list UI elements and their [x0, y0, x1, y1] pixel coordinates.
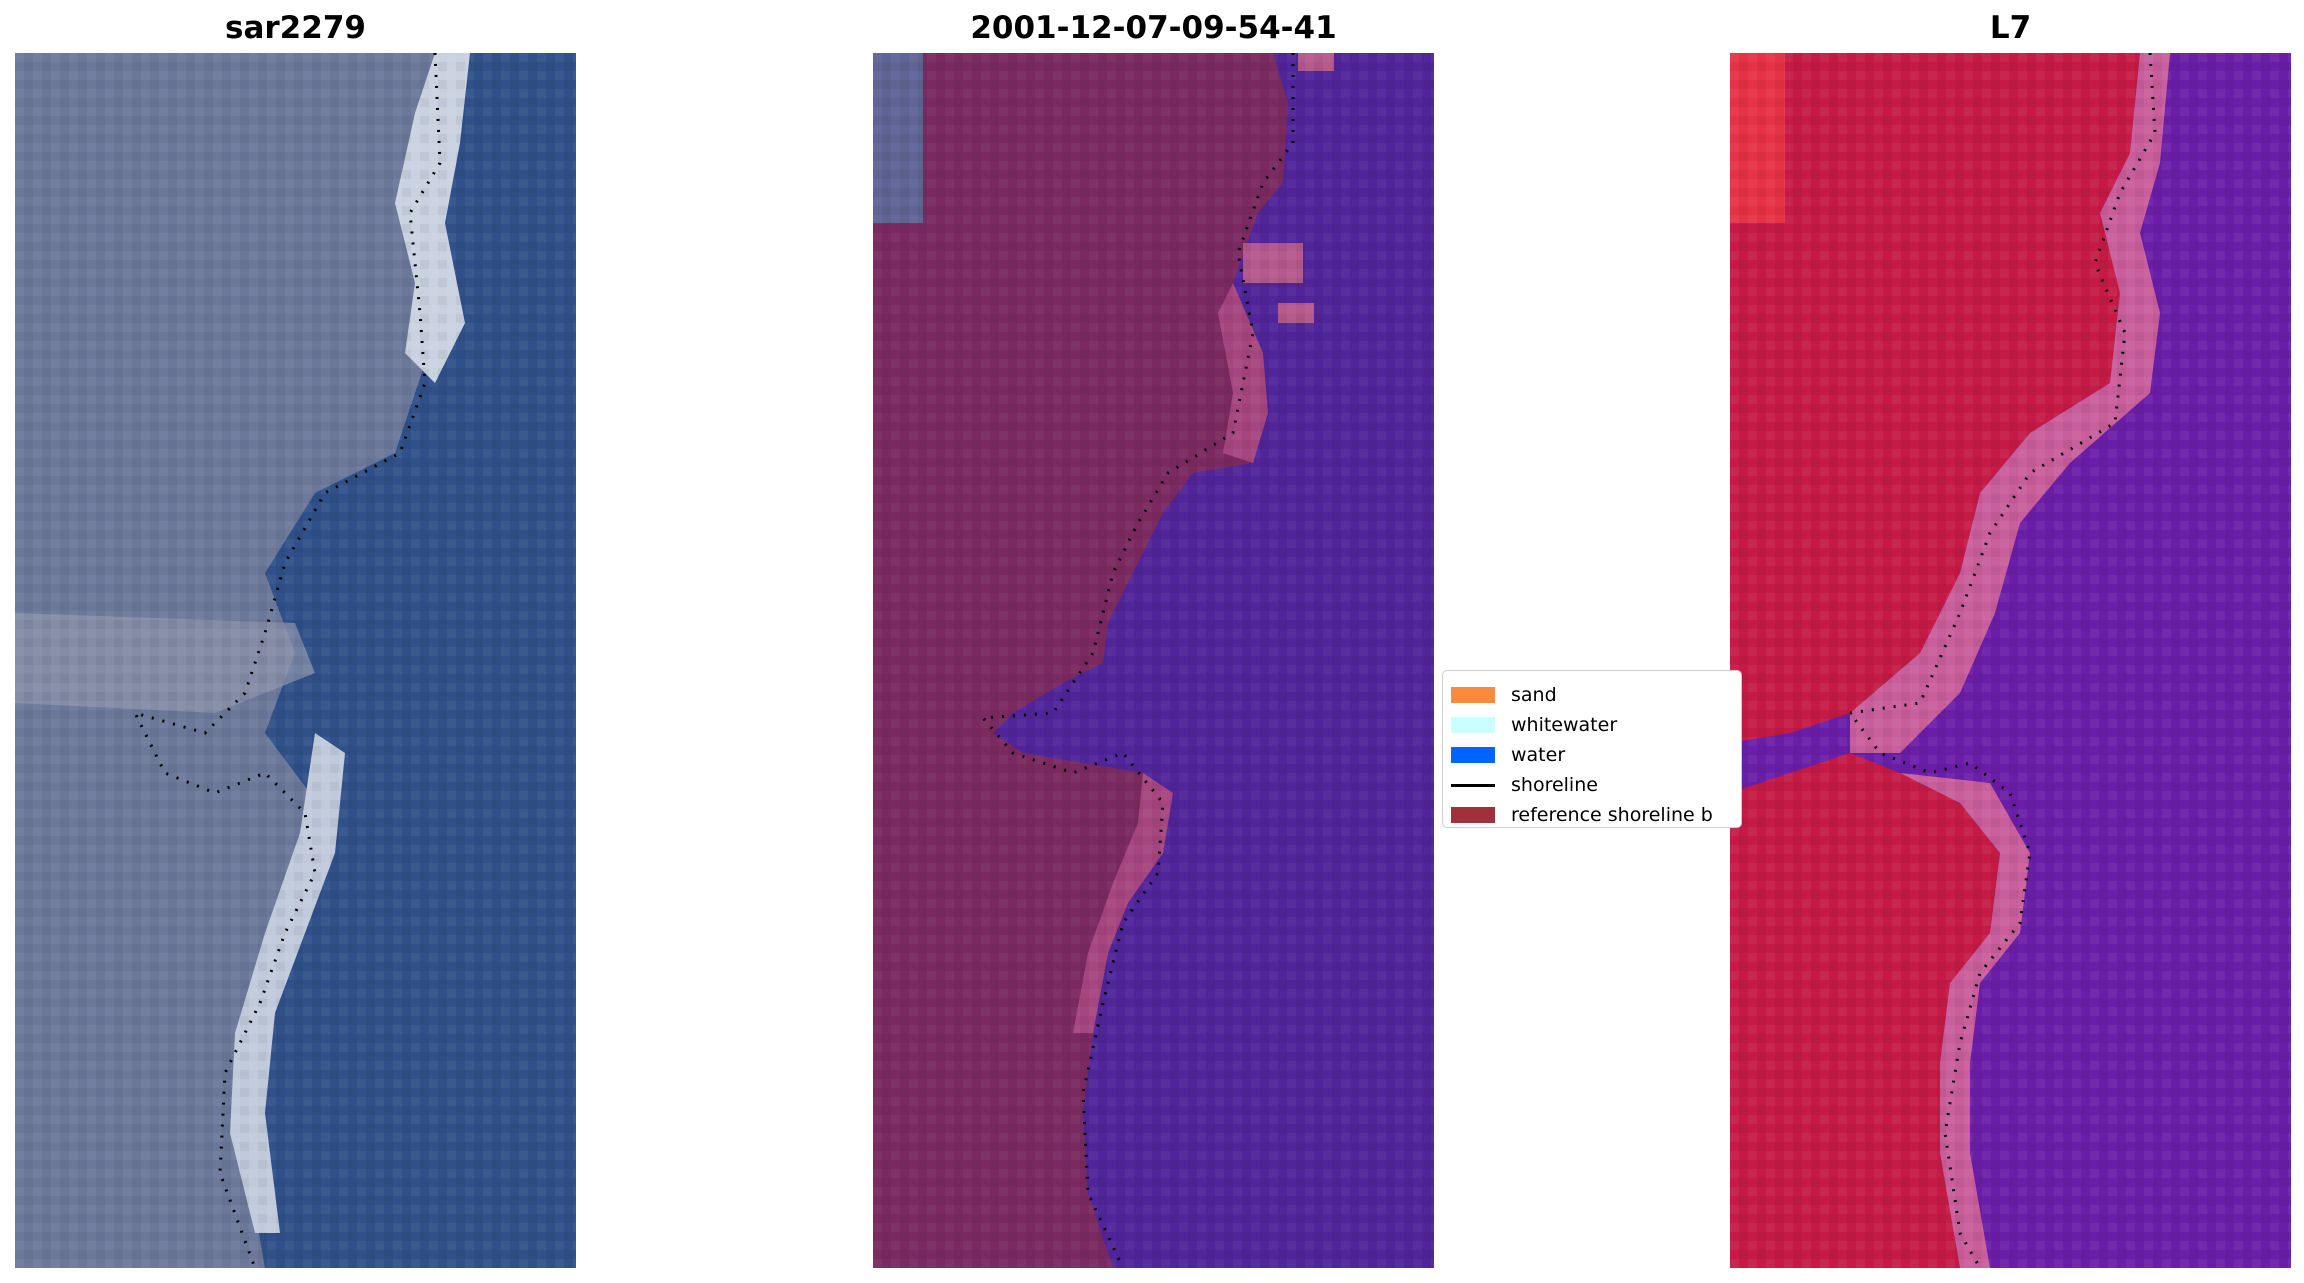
- index-image: [1730, 53, 2291, 1268]
- classified-image: [873, 53, 1434, 1268]
- legend-label: sand: [1511, 684, 1557, 706]
- legend-label: shoreline: [1511, 774, 1598, 796]
- legend-item-reference-shoreline: reference shoreline b: [1451, 800, 1713, 827]
- legend-swatch-whitewater: [1451, 717, 1495, 733]
- legend-swatch-reference: [1451, 807, 1495, 823]
- legend-swatch-sand: [1451, 687, 1495, 703]
- legend-item-whitewater: whitewater: [1451, 710, 1617, 740]
- legend-label: reference shoreline b: [1511, 804, 1713, 826]
- legend-item-sand: sand: [1451, 680, 1557, 710]
- panel-title-classified: 2001-12-07-09-54-41: [970, 10, 1337, 46]
- legend-item-water: water: [1451, 740, 1565, 770]
- legend-swatch-water: [1451, 747, 1495, 763]
- legend-label: water: [1511, 744, 1566, 766]
- legend-item-shoreline: shoreline: [1451, 770, 1598, 800]
- rgb-image: [15, 53, 576, 1268]
- index-image-panel: [1730, 53, 2291, 1268]
- legend-swatch-shoreline: [1451, 783, 1495, 787]
- panel-title-index: L7: [1989, 10, 2032, 46]
- legend-label: whitewater: [1511, 714, 1618, 736]
- rgb-image-panel: [15, 53, 576, 1268]
- classified-image-panel: [873, 53, 1434, 1268]
- panel-title-rgb: sar2279: [225, 10, 366, 46]
- legend: sand whitewater water shoreline referenc…: [1442, 670, 1742, 828]
